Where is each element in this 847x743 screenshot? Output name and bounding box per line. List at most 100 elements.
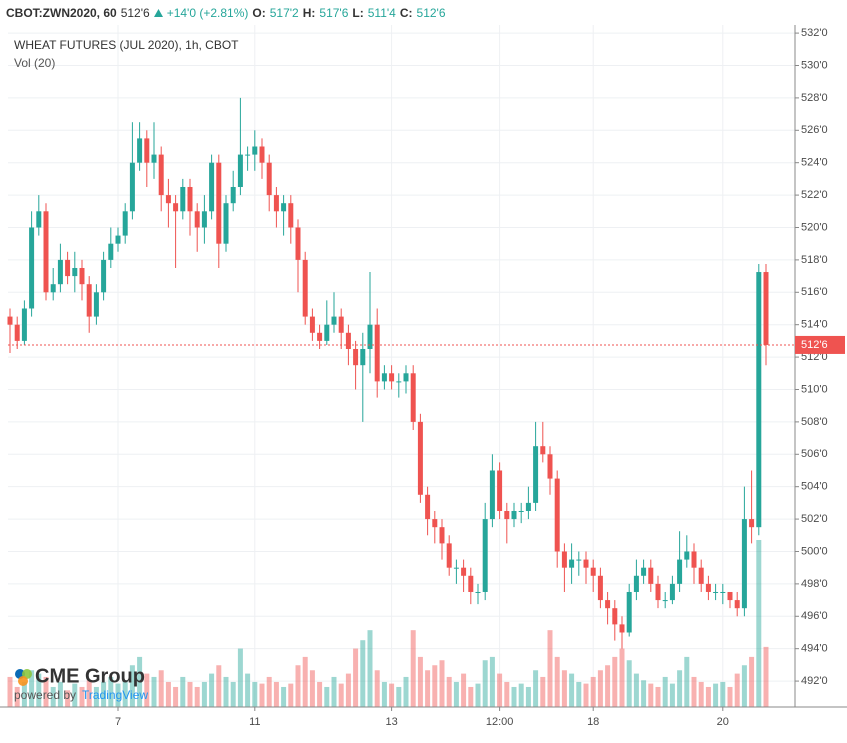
candle-body <box>14 324 20 341</box>
volume-bar <box>302 656 308 707</box>
volume-bar <box>705 686 711 707</box>
volume-bar <box>446 676 452 707</box>
candle-body <box>641 567 647 576</box>
volume-bar <box>122 680 128 707</box>
candle-body <box>331 316 337 325</box>
volume-bar <box>518 683 524 707</box>
up-arrow-icon <box>153 9 163 17</box>
candle-body <box>317 332 323 341</box>
candle-body <box>129 162 135 212</box>
candle-body <box>281 203 287 212</box>
open-value: 517'2 <box>269 6 299 20</box>
volume-bar <box>641 680 647 707</box>
volume-bar <box>533 670 539 707</box>
candle-body <box>403 373 409 382</box>
volume-bar <box>201 681 207 707</box>
candle-body <box>194 211 200 228</box>
candle-body <box>741 519 747 609</box>
volume-bar <box>86 680 92 707</box>
candle-body <box>583 559 589 568</box>
candle-body <box>216 162 222 244</box>
candle-body <box>302 259 308 317</box>
volume-bar <box>561 670 567 707</box>
candle-body <box>626 591 632 633</box>
y-tick-label: 518'0 <box>801 254 828 266</box>
volume-bar <box>29 670 35 707</box>
y-tick-label: 520'0 <box>801 221 828 233</box>
volume-bar <box>324 686 330 707</box>
volume-bar <box>245 673 251 707</box>
candle-body <box>151 154 157 163</box>
candle-body <box>309 316 315 333</box>
volume-bar <box>734 673 740 707</box>
symbol-header: CBOT:ZWN2020, 60 512'6 +14'0 (+2.81%) O:… <box>6 6 446 20</box>
candle-body <box>619 624 625 633</box>
chart-title: WHEAT FUTURES (JUL 2020), 1h, CBOT <box>14 38 239 52</box>
candle-body <box>533 446 539 503</box>
volume-bar <box>720 681 726 707</box>
volume-bar <box>331 676 337 707</box>
volume-bar <box>7 676 13 707</box>
candle-body <box>511 510 517 520</box>
candle-body <box>7 316 13 325</box>
volume-bar <box>417 656 423 707</box>
volume-bar <box>137 656 143 707</box>
volume-bar <box>403 676 409 707</box>
high-value: 517'6 <box>319 6 349 20</box>
x-tick-label: 20 <box>717 716 729 728</box>
symbol: CBOT:ZWN2020, 60 <box>6 6 117 20</box>
candle-body <box>482 519 488 592</box>
volume-bar <box>410 630 416 707</box>
candle-body <box>367 324 373 349</box>
volume-bar <box>230 681 236 707</box>
y-tick-label: 496'0 <box>801 610 828 622</box>
y-tick-label: 528'0 <box>801 92 828 104</box>
volume-bar <box>367 630 373 707</box>
candle-body <box>547 454 553 479</box>
candle-body <box>453 567 459 569</box>
candle-body <box>137 138 143 163</box>
grid <box>8 25 795 707</box>
candle-body <box>432 519 438 528</box>
x-tick-label: 12:00 <box>486 716 514 728</box>
candle-body <box>475 591 481 593</box>
y-tick-label: 526'0 <box>801 124 828 136</box>
candle-body <box>158 154 164 196</box>
candle-body <box>93 292 99 317</box>
volume-bar <box>497 673 503 707</box>
candle-body <box>180 186 186 212</box>
volume-bar <box>547 630 553 707</box>
volume-bar <box>288 683 294 707</box>
candle-body <box>734 600 740 609</box>
volume-bar <box>115 683 121 707</box>
candle-body <box>497 470 503 511</box>
volume-bar <box>353 648 359 707</box>
last-price-label: 512'6 <box>801 339 828 351</box>
volume-bar <box>662 676 668 707</box>
volume-bar <box>677 670 683 707</box>
candle-body <box>259 146 265 163</box>
last-price-box <box>795 335 845 354</box>
volume-bar <box>65 690 71 707</box>
volume-bar <box>36 673 42 707</box>
volume-bar <box>763 646 769 707</box>
candle-body <box>439 527 445 544</box>
candle-body <box>122 211 128 236</box>
volume-bar <box>223 676 229 707</box>
candle-body <box>324 324 330 341</box>
candle-body <box>86 284 92 317</box>
volume-bar <box>648 683 654 707</box>
volume-bar <box>698 681 704 707</box>
volume-bar <box>50 686 56 707</box>
y-tick-label: 516'0 <box>801 286 828 298</box>
candle-body <box>504 510 510 520</box>
y-tick-label: 514'0 <box>801 319 828 331</box>
volume-bar <box>612 656 618 707</box>
volume-bar <box>360 640 366 707</box>
volume-bar <box>554 656 560 707</box>
candle-body <box>374 324 380 382</box>
volume-bar <box>489 656 495 707</box>
volume-bar <box>317 681 323 707</box>
